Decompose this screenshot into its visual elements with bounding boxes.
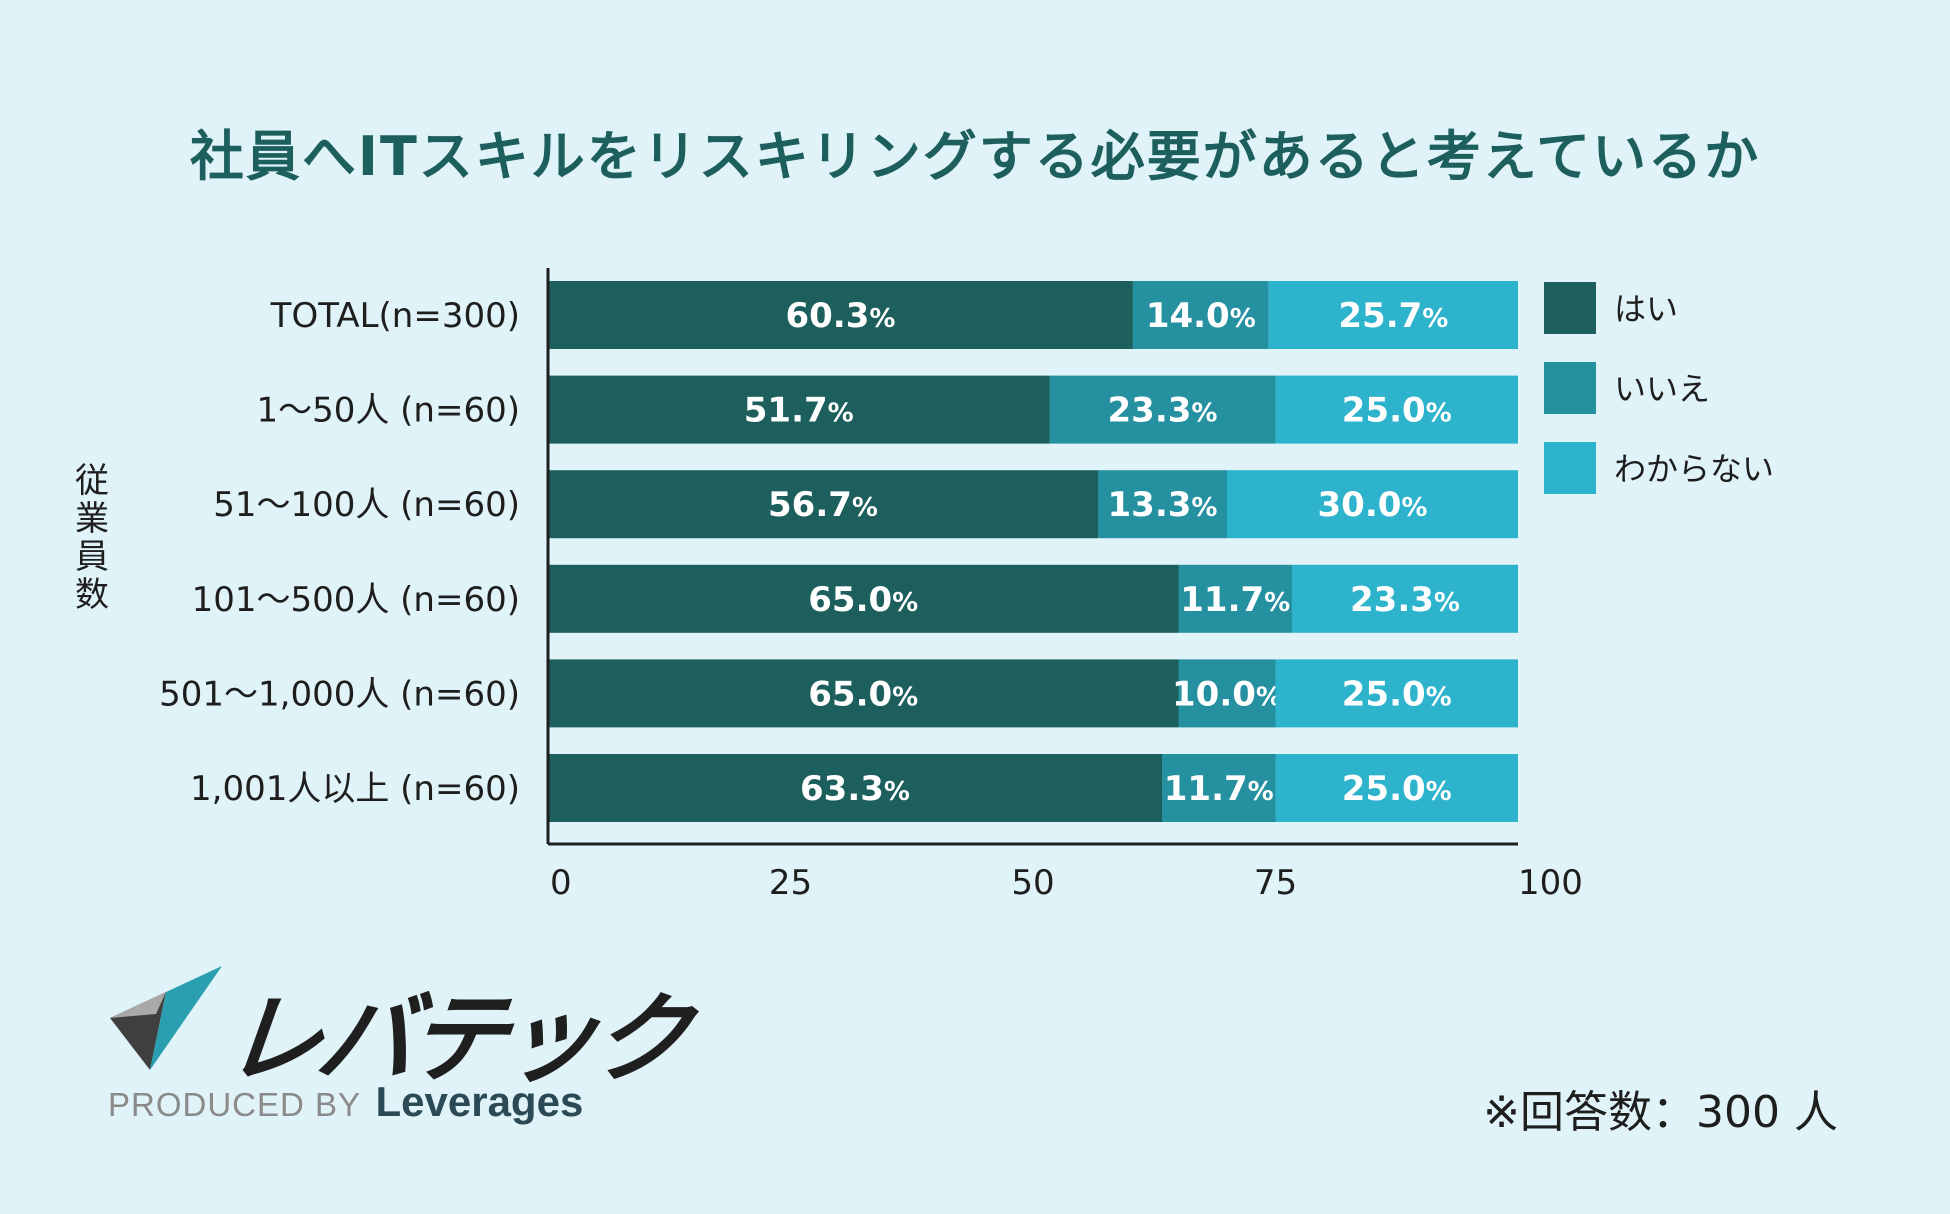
data-label: 30.0%	[1318, 485, 1428, 525]
bar-segment	[1275, 754, 1518, 822]
bar-segment	[1178, 564, 1292, 633]
data-label: 63.3%	[800, 769, 910, 809]
data-label: 56.7%	[768, 485, 878, 525]
stacked-bar-chart: TOTAL(n=300) 60.3% 14.0% 25.7% 1〜50人 (n=60) 5…	[75, 268, 1774, 903]
bar-segment	[1268, 281, 1518, 349]
data-label: 60.3%	[785, 296, 895, 336]
x-tick-label: 25	[769, 863, 812, 903]
bar-segment	[1132, 281, 1269, 349]
chart-title: 社員へITスキルをリスキリングする必要があると考えているか	[189, 125, 1761, 188]
logo-mark-icon	[110, 966, 222, 1070]
category-label: 101〜500人 (n=60)	[192, 580, 520, 620]
bar-segment	[1178, 659, 1276, 728]
data-label: 65.0%	[808, 580, 918, 620]
bar-segment	[548, 470, 1098, 539]
bar-segment	[548, 281, 1133, 349]
bar-segment	[1291, 564, 1518, 633]
bar-segment	[548, 375, 1050, 444]
legend-label: いいえ	[1614, 370, 1710, 408]
category-label: 501〜1,000人 (n=60)	[159, 674, 520, 714]
produced-by-text: PRODUCED BY	[108, 1086, 362, 1123]
response-count-note: ※回答数：300 人	[1483, 1087, 1838, 1138]
legend-label: わからない	[1614, 450, 1774, 488]
bar-segment	[1275, 659, 1518, 728]
data-label: 23.3%	[1108, 391, 1218, 431]
data-label: 65.0%	[808, 674, 918, 714]
bar-segment	[1275, 375, 1518, 444]
data-label: 51.7%	[744, 391, 854, 431]
x-tick-label: 75	[1254, 863, 1297, 903]
category-label: 1〜50人 (n=60)	[256, 391, 520, 431]
bar-segment	[548, 659, 1179, 728]
legend-label: はい	[1614, 290, 1678, 328]
bar-segment	[1049, 375, 1276, 444]
category-label: 51〜100人 (n=60)	[213, 485, 520, 525]
data-label: 14.0%	[1146, 296, 1256, 336]
produced-by-line: PRODUCED BY Leverages	[108, 1078, 583, 1126]
data-label: 11.7%	[1164, 769, 1274, 809]
legend-swatch	[1544, 442, 1596, 494]
data-label: 10.0%	[1172, 674, 1282, 714]
x-tick-label: 0	[550, 863, 572, 903]
bar-segment	[548, 754, 1163, 822]
data-label: 25.7%	[1338, 296, 1448, 336]
data-label: 25.0%	[1342, 674, 1452, 714]
bar-segment	[1162, 754, 1276, 822]
data-label: 25.0%	[1342, 769, 1452, 809]
data-label: 25.0%	[1342, 391, 1452, 431]
legend-swatch	[1544, 282, 1596, 334]
category-label: 1,001人以上 (n=60)	[190, 769, 520, 809]
bar-segment	[1097, 470, 1227, 539]
company-name: Leverages	[375, 1078, 584, 1125]
bar-segment	[548, 564, 1179, 633]
y-axis-label: 従業員数	[75, 461, 109, 615]
data-label: 13.3%	[1108, 485, 1218, 525]
bar-segment	[1227, 470, 1518, 539]
category-label: TOTAL(n=300)	[270, 296, 520, 336]
legend-swatch	[1544, 362, 1596, 414]
brand-logo: レバテック PRODUCED BY Leverages	[106, 960, 691, 1130]
data-label: 23.3%	[1350, 580, 1460, 620]
x-tick-label: 100	[1518, 863, 1583, 903]
data-label: 11.7%	[1180, 580, 1290, 620]
x-tick-label: 50	[1011, 863, 1054, 903]
